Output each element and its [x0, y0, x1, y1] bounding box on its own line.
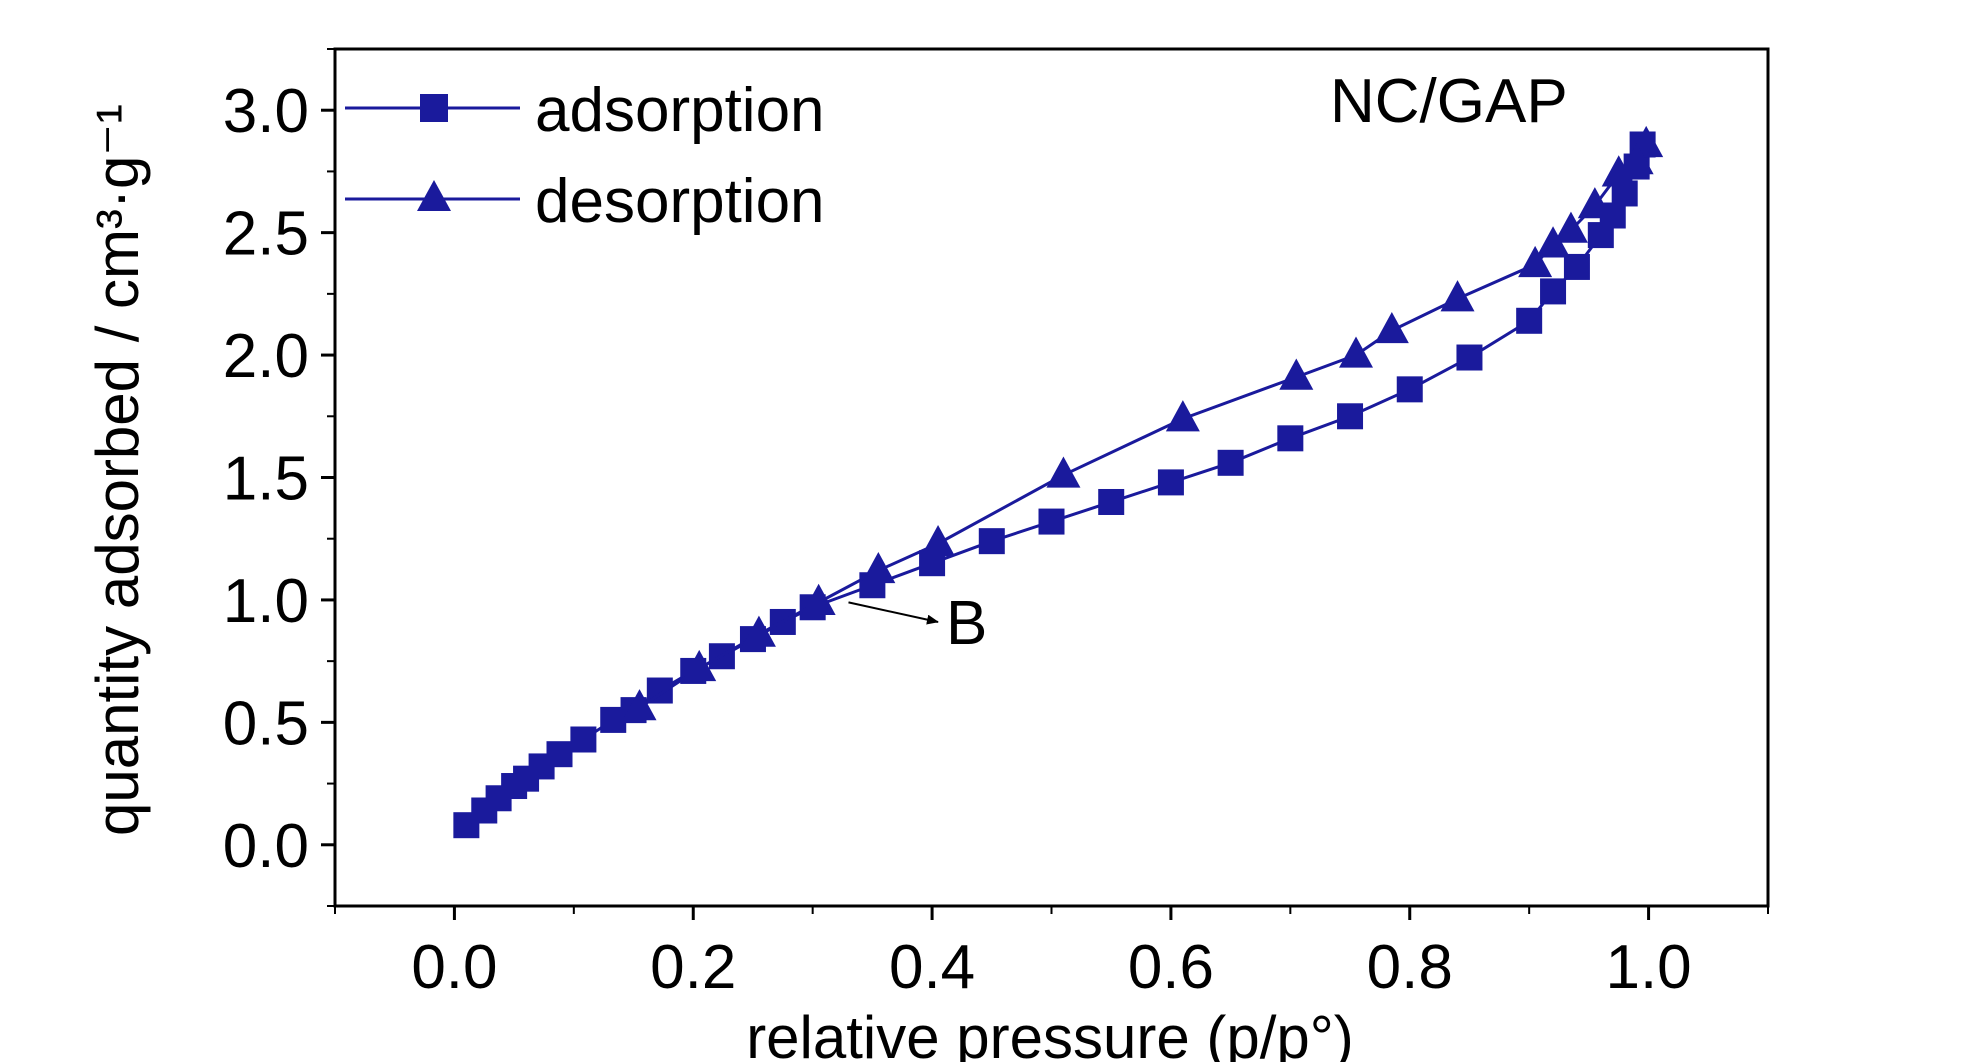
adsorption-point: [1396, 376, 1423, 403]
annotation-arrow: [848, 601, 939, 625]
y-tick-label: 3.0: [223, 77, 309, 146]
adsorption-point: [1038, 508, 1065, 535]
desorption-point: [622, 689, 657, 721]
desorption-point: [1440, 280, 1475, 312]
y-tick-label: 0.0: [223, 812, 309, 881]
x-tick-label: 0.0: [411, 933, 497, 1002]
desorption-point: [861, 551, 896, 584]
desorption-point: [1577, 187, 1612, 219]
y-tick-label: 2.0: [223, 322, 309, 391]
legend-adsorption-marker: [420, 94, 448, 122]
adsorption-point: [1516, 307, 1543, 334]
desorption-point: [1619, 143, 1654, 175]
legend-adsorption-label: adsorption: [535, 76, 825, 145]
x-tick-label: 1.0: [1605, 933, 1691, 1002]
desorption-point: [1536, 226, 1571, 258]
legend: adsorption desorption: [345, 76, 825, 236]
desorption-point: [1518, 245, 1553, 278]
y-tick-label: 0.5: [223, 689, 309, 758]
adsorption-point: [1098, 488, 1125, 515]
adsorption-point: [546, 741, 573, 768]
adsorption-point: [570, 726, 597, 753]
x-tick-label: 0.8: [1367, 933, 1453, 1002]
legend-desorption-label: desorption: [535, 167, 825, 236]
adsorption-point: [1157, 469, 1184, 496]
adsorption-point: [1456, 344, 1483, 371]
desorption-point: [1339, 336, 1374, 368]
x-tick-label: 0.2: [650, 933, 736, 1002]
series-layer: [453, 125, 1664, 839]
x-tick-label: 0.4: [889, 933, 975, 1002]
legend-desorption-marker: [417, 180, 451, 211]
desorption-point: [682, 649, 717, 682]
x-tick-label: 0.6: [1128, 933, 1214, 1002]
y-tick-label: 2.5: [223, 200, 309, 269]
desorption-point: [921, 525, 956, 557]
y-tick-label: 1.5: [223, 445, 309, 514]
desorption-point: [1279, 358, 1314, 390]
desorption-point: [1046, 456, 1081, 488]
y-tick-label: 1.0: [223, 567, 309, 636]
adsorption-point: [1563, 253, 1590, 280]
desorption-point: [1601, 155, 1636, 187]
y-axis-title: quantity adsorbed / cm³·g⁻¹: [84, 104, 151, 836]
desorption-point: [1165, 400, 1200, 432]
annotation-label-b: B: [946, 589, 987, 658]
adsorption-point: [978, 528, 1005, 555]
x-axis-title-math: (p/p°): [1206, 1004, 1353, 1062]
adsorption-point: [1217, 449, 1244, 476]
adsorption-point: [1337, 403, 1364, 430]
desorption-point: [1374, 311, 1409, 344]
desorption-point: [1553, 211, 1588, 243]
axis-ticks: [321, 48, 1769, 920]
adsorption-point: [1540, 278, 1567, 305]
adsorption-point: [1277, 425, 1304, 452]
desorption-point: [801, 583, 836, 615]
desorption-point: [741, 615, 776, 647]
tick-labels: 0.0 0.2 0.4 0.6 0.8 1.0 0.0 0.5 1.0 1.5 2.0 2.5 3.0: [223, 77, 1692, 1002]
x-axis-title: relative pressure (p/p°): [746, 1004, 1354, 1062]
sample-label: NC/GAP: [1330, 67, 1568, 136]
x-axis-title-text: relative pressure: [746, 1004, 1190, 1062]
